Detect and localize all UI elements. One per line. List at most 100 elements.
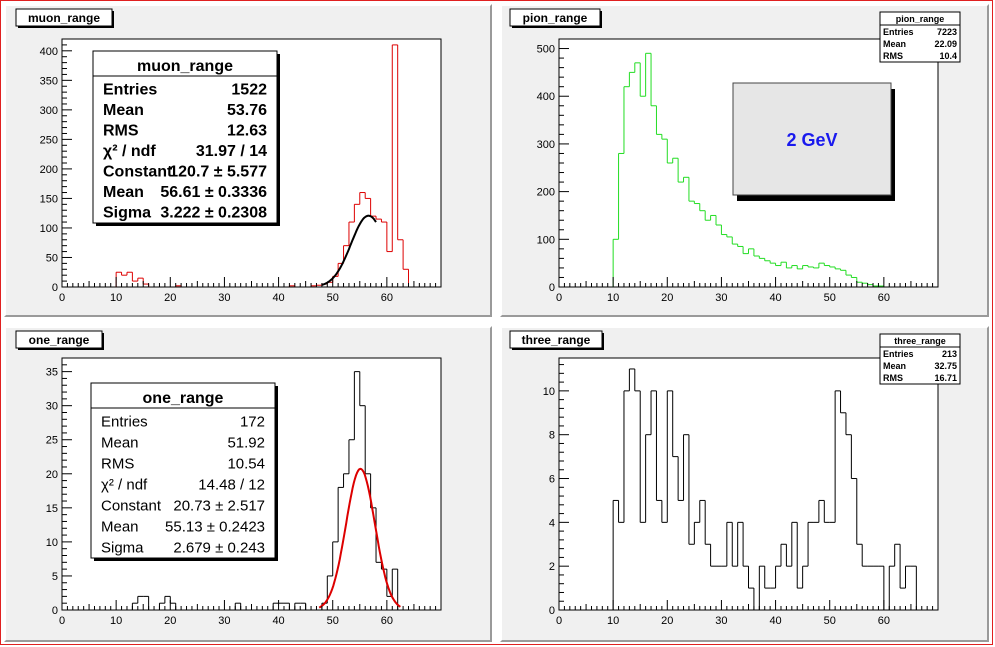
y-tick-label: 300 — [537, 139, 555, 151]
histogram-title: three_range — [522, 333, 591, 347]
y-tick-label: 6 — [549, 474, 555, 486]
y-tick-label: 400 — [537, 91, 555, 103]
stats-value: 2.679 ± 0.243 — [173, 540, 265, 557]
histogram-title: pion_range — [523, 11, 588, 25]
y-tick-label: 50 — [46, 252, 58, 264]
x-tick-label: 50 — [824, 292, 836, 304]
y-tick-label: 10 — [543, 386, 555, 398]
stats-value: 53.76 — [227, 102, 267, 119]
histogram-series — [115, 44, 410, 287]
stats-label: Mean — [101, 435, 139, 452]
x-tick-label: 60 — [878, 292, 890, 304]
stats-box — [879, 333, 961, 385]
y-tick-label: 2 — [549, 561, 555, 573]
stats-label: Sigma — [103, 205, 151, 222]
stats-label: Mean — [883, 39, 906, 49]
stats-label: Entries — [101, 414, 148, 431]
stats-label: RMS — [883, 51, 903, 61]
pad-three[interactable]: 0 10 20 30 40 50 60 0 2 4 6 8 10 three_range three_ran… — [500, 326, 989, 642]
y-tick-label: 300 — [40, 105, 58, 117]
x-tick-label: 20 — [164, 292, 176, 304]
x-tick-label: 30 — [218, 292, 230, 304]
x-tick-label: 60 — [381, 615, 393, 627]
y-tick-label: 10 — [46, 537, 58, 549]
one-histogram: 0 10 20 30 40 50 60 0 5 10 15 20 25 30 35 one_range one_… — [15, 330, 442, 627]
y-tick-label: 0 — [549, 605, 555, 617]
histogram-title: one_range — [29, 333, 90, 347]
y-tick-label: 30 — [46, 401, 58, 413]
x-tick-label: 40 — [272, 615, 284, 627]
y-tick-label: 200 — [40, 164, 58, 176]
stats-value: 10.4 — [939, 51, 957, 61]
y-tick-label: 5 — [52, 571, 58, 583]
x-tick-label: 0 — [556, 615, 562, 627]
stats-value: 172 — [240, 414, 265, 431]
y-tick-label: 0 — [549, 282, 555, 294]
pad-pion[interactable]: 0 10 20 30 40 50 60 0 100 200 300 400 500 pion_range p… — [500, 4, 989, 317]
gaussian-fit-curve — [321, 214, 377, 286]
x-tick-label: 40 — [769, 615, 781, 627]
y-tick-label: 500 — [537, 44, 555, 56]
histogram-title: muon_range — [28, 11, 100, 25]
title-box — [15, 8, 113, 27]
stats-label: RMS — [103, 122, 139, 139]
stats-value: 20.73 ± 2.517 — [173, 498, 265, 515]
x-tick-label: 40 — [769, 292, 781, 304]
x-tick-label: 60 — [381, 292, 393, 304]
x-tick-label: 0 — [556, 292, 562, 304]
three-histogram: 0 10 20 30 40 50 60 0 2 4 6 8 10 three_range three_ran… — [509, 330, 961, 627]
y-tick-label: 20 — [46, 469, 58, 481]
stats-label: Entries — [883, 349, 914, 359]
y-tick-label: 100 — [537, 234, 555, 246]
histogram-series — [612, 368, 917, 610]
y-tick-label: 100 — [40, 223, 58, 235]
gaussian-fit-curve — [318, 467, 401, 609]
muon-histogram: 0 10 20 30 40 50 60 0 50 100 150 200 250 300 350 400 muo… — [15, 8, 442, 304]
x-tick-label: 50 — [824, 615, 836, 627]
stats-label: Entries — [103, 81, 157, 98]
x-tick-label: 30 — [715, 615, 727, 627]
y-tick-label: 4 — [549, 517, 555, 529]
pion-histogram: 0 10 20 30 40 50 60 0 100 200 300 400 500 pion_range p… — [509, 8, 961, 304]
title-box — [15, 330, 103, 349]
stats-value: 3.222 ± 0.2308 — [160, 205, 267, 222]
x-tick-label: 10 — [607, 615, 619, 627]
x-tick-label: 20 — [661, 292, 673, 304]
stats-box — [92, 50, 278, 224]
stats-title: pion_range — [896, 14, 945, 24]
x-tick-label: 0 — [59, 615, 65, 627]
y-tick-label: 0 — [52, 605, 58, 617]
stats-label: χ² / ndf — [101, 477, 148, 494]
stats-title: muon_range — [137, 58, 233, 75]
stats-value: 10.54 — [227, 456, 265, 473]
y-tick-label: 8 — [549, 430, 555, 442]
x-tick-label: 10 — [607, 292, 619, 304]
y-tick-label: 15 — [46, 503, 58, 515]
x-tick-label: 30 — [218, 615, 230, 627]
stats-title: one_range — [143, 390, 224, 407]
x-tick-label: 50 — [327, 292, 339, 304]
y-tick-label: 0 — [52, 282, 58, 294]
y-tick-label: 35 — [46, 367, 58, 379]
stats-value: 56.61 ± 0.3336 — [160, 184, 267, 201]
y-tick-label: 25 — [46, 435, 58, 447]
y-tick-label: 200 — [537, 187, 555, 199]
stats-value: 31.97 / 14 — [196, 143, 267, 160]
stats-label: Mean — [103, 102, 144, 119]
stats-label: Mean — [883, 361, 906, 371]
x-tick-label: 10 — [110, 615, 122, 627]
stats-value: 1522 — [231, 81, 267, 98]
stats-value: 55.13 ± 0.2423 — [165, 519, 265, 536]
histogram-series — [612, 52, 885, 287]
stats-box — [879, 11, 961, 63]
pad-one[interactable]: 0 10 20 30 40 50 60 0 5 10 15 20 25 30 35 one_range one_… — [4, 326, 492, 642]
y-tick-label: 400 — [40, 46, 58, 58]
y-tick-label: 150 — [40, 193, 58, 205]
stats-value: 51.92 — [227, 435, 265, 452]
stats-label: Constant — [103, 164, 173, 181]
stats-value: 12.63 — [227, 122, 267, 139]
stats-value: 22.09 — [934, 39, 957, 49]
stats-label: Mean — [103, 184, 144, 201]
pad-muon[interactable]: 0 10 20 30 40 50 60 0 50 100 150 200 250 300 350 400 muo… — [4, 4, 492, 317]
